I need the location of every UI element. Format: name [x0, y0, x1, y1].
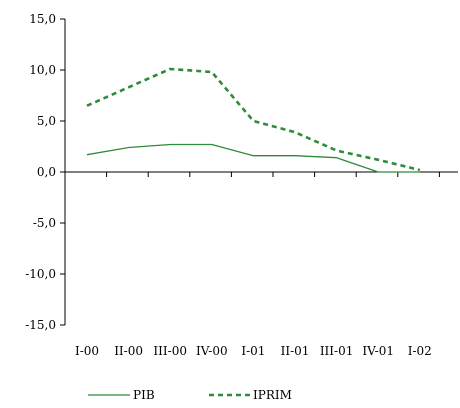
- x-tick-label: II-01: [281, 344, 310, 358]
- x-tick-label: IV-00: [196, 344, 228, 358]
- x-tick-label: II-00: [114, 344, 143, 358]
- y-tick-label: 0,0: [37, 165, 56, 179]
- y-tick-label: 5,0: [37, 114, 56, 128]
- x-tick-label: III-01: [320, 344, 354, 358]
- series-line-pib: [86, 143, 420, 173]
- x-tick-label: I-00: [75, 344, 99, 358]
- legend-label-pib: PIB: [133, 388, 155, 402]
- x-tick-label: I-01: [241, 344, 265, 358]
- y-tick-label: 10,0: [29, 63, 56, 77]
- x-tick-label: I-02: [408, 344, 432, 358]
- chart-axes: 15,0 10,0 5,0 0,0 -5,0 -10,0 -15,0 I-00 II-00 III…: [25, 12, 458, 358]
- series-line-iprim: [86, 67, 421, 172]
- x-tick-label: IV-01: [362, 344, 394, 358]
- chart-series: [86, 67, 421, 173]
- y-tick-label: 15,0: [29, 12, 56, 26]
- legend-label-iprim: IPRIM: [253, 388, 292, 402]
- y-tick-label: -15,0: [25, 318, 56, 332]
- chart-legend: PIB IPRIM: [88, 388, 292, 402]
- y-tick-label: -5,0: [33, 216, 56, 230]
- x-tick-label: III-00: [153, 344, 187, 358]
- y-tick-label: -10,0: [25, 267, 56, 281]
